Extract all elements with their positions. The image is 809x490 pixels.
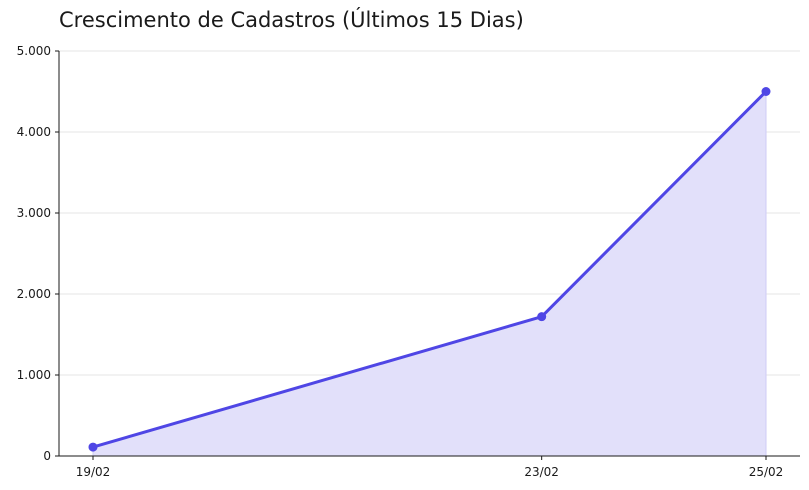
area-fill bbox=[92, 90, 767, 457]
data-point bbox=[537, 312, 547, 322]
y-tick-label: 0 bbox=[43, 449, 51, 463]
data-point bbox=[88, 442, 98, 452]
x-tick-label: 23/02 bbox=[524, 465, 559, 479]
data-points bbox=[88, 87, 771, 452]
x-tick-label: 19/02 bbox=[76, 465, 111, 479]
y-tick-label: 5.000 bbox=[17, 44, 51, 58]
y-axis-ticks: 0 1.000 2.000 3.000 4.000 5.000 bbox=[17, 44, 59, 463]
y-tick-label: 1.000 bbox=[17, 368, 51, 382]
x-tick-label: 25/02 bbox=[749, 465, 784, 479]
x-axis-ticks: 19/02 23/02 25/02 bbox=[76, 456, 784, 479]
y-tick-label: 4.000 bbox=[17, 125, 51, 139]
y-tick-label: 3.000 bbox=[17, 206, 51, 220]
data-point bbox=[761, 87, 771, 96]
y-tick-label: 2.000 bbox=[17, 287, 51, 301]
chart-title: Crescimento de Cadastros (Últimos 15 Dia… bbox=[59, 8, 524, 32]
